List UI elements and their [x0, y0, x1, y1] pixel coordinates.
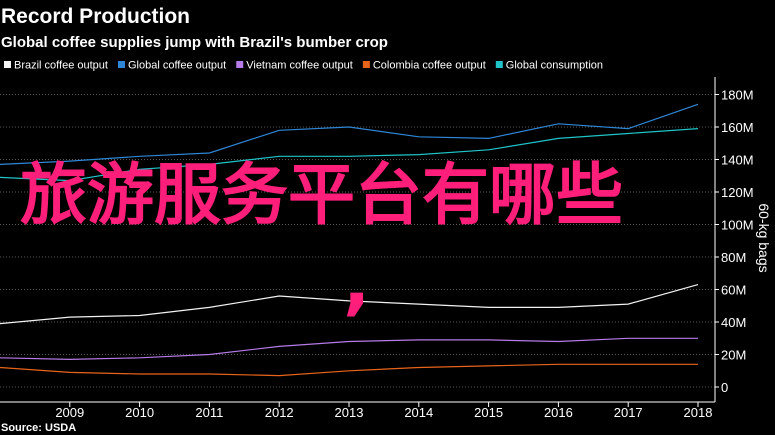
overlay-watermark-text: 旅游服务平台有哪些	[20, 156, 623, 234]
y-tick-label: 0	[721, 380, 728, 395]
x-tick-label: 2012	[265, 405, 294, 420]
legend-label: Colombia coffee output	[373, 60, 486, 72]
series-lines	[0, 103, 699, 377]
x-tick-label: 2009	[55, 405, 84, 420]
legend-label: Global consumption	[506, 60, 603, 72]
x-tick-label: 2018	[684, 405, 713, 420]
legend-label: Brazil coffee output	[14, 60, 108, 72]
y-tick-label: 80M	[721, 250, 746, 265]
overlay-watermark-mark: ,	[343, 239, 370, 323]
series-line-global-consumption	[0, 128, 699, 182]
x-tick-label: 2017	[614, 405, 643, 420]
source-note: Source: USDA	[1, 422, 76, 434]
chart-subtitle: Global coffee supplies jump with Brazil'…	[1, 34, 388, 51]
legend-swatch	[236, 61, 244, 68]
legend-swatch	[4, 61, 11, 68]
y-tick-label: 100M	[721, 218, 754, 233]
x-tick-label: 2013	[335, 405, 364, 420]
y-tick-label: 120M	[721, 185, 754, 200]
y-tick-label: 20M	[721, 348, 746, 363]
x-axis-ticks: 2009 2010 2011 2012 2013 2014 2015 2016 2017 2018	[55, 402, 712, 420]
y-tick-label: 160M	[721, 120, 754, 135]
series-line-global-coffee-output	[0, 103, 699, 165]
legend-swatch	[495, 61, 503, 68]
y-tick-label: 40M	[721, 315, 746, 330]
legend-label: Vietnam coffee output	[246, 60, 353, 72]
series-line-brazil-coffee-output	[0, 284, 699, 325]
y-tick-label: 60M	[721, 283, 746, 298]
legend-label: Global coffee output	[128, 60, 226, 72]
gridlines	[0, 94, 715, 388]
y-tick-label: 180M	[721, 88, 754, 103]
y-tick-label: 140M	[721, 153, 754, 168]
x-tick-label: 2011	[195, 405, 223, 420]
series-line-vietnam-coffee-output	[0, 337, 698, 361]
legend-swatch	[362, 61, 370, 68]
chart-title: Record Production	[1, 5, 190, 28]
x-tick-label: 2014	[404, 405, 433, 420]
x-tick-label: 2015	[474, 405, 503, 420]
y-axis-ticks: 0 20M 40M 60M 80M 100M 120M 140M 160M 180M	[715, 88, 754, 395]
x-tick-label: 2016	[544, 405, 573, 420]
y-axis-label: 60-kg bags	[756, 203, 772, 272]
x-tick-label: 2010	[125, 405, 154, 420]
series-line-colombia-coffee-output	[0, 363, 698, 377]
legend: Brazil coffee output Global coffee output…	[4, 60, 603, 72]
legend-swatch	[117, 61, 125, 68]
